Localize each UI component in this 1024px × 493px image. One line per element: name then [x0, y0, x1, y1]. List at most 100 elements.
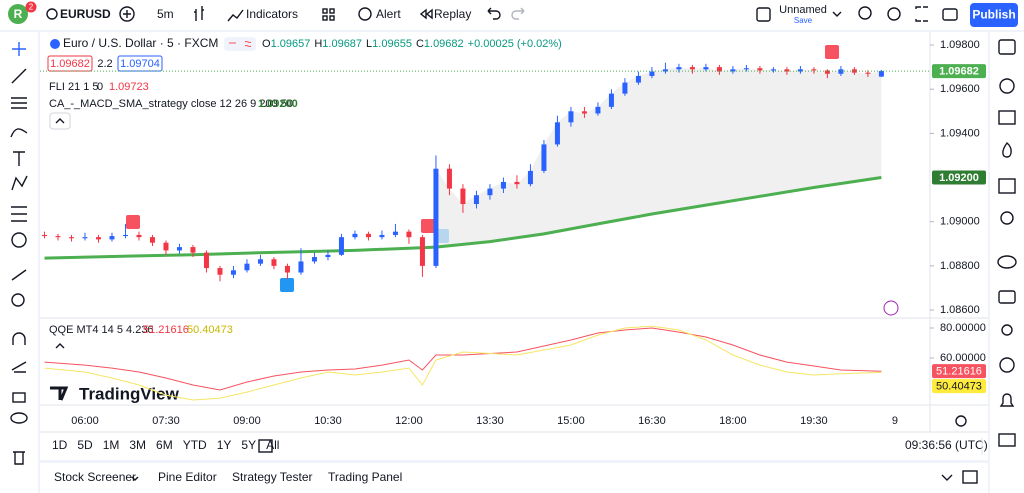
redo-button[interactable]	[511, 7, 525, 20]
quick-search[interactable]	[858, 6, 872, 20]
symbol[interactable]: EURUSD	[60, 7, 111, 21]
x-tick-label: 07:30	[152, 415, 180, 427]
price-badge	[932, 170, 986, 185]
bottom-tab[interactable]: Pine Editor	[158, 470, 217, 484]
notifications-button[interactable]	[999, 393, 1015, 407]
stay-drawing-tool[interactable]	[11, 361, 27, 373]
hotlist-button[interactable]	[1002, 141, 1012, 158]
avatar[interactable]	[8, 4, 28, 24]
candle-body	[797, 69, 803, 72]
range-button[interactable]: YTD	[183, 438, 207, 452]
candle-body	[676, 67, 682, 70]
candle-body	[284, 265, 290, 273]
candle-body	[311, 257, 317, 262]
icons-tool[interactable]	[11, 232, 27, 248]
help-button[interactable]	[999, 357, 1015, 373]
panel-maximize[interactable]	[962, 470, 978, 484]
y-tick-label: 80.00000	[940, 322, 986, 334]
publish-button[interactable]	[970, 3, 1018, 27]
fib-tool[interactable]	[11, 97, 27, 109]
messages-button[interactable]	[998, 290, 1016, 304]
candle-body	[82, 237, 88, 239]
tab-menu[interactable]	[131, 476, 139, 481]
crosshair-tool[interactable]	[12, 42, 26, 56]
range-button[interactable]: 1Y	[217, 438, 232, 452]
candle-body	[419, 237, 425, 266]
y-tick-label: 1.09000	[940, 216, 980, 228]
clock[interactable]: 09:36:56 (UTC)	[905, 438, 988, 452]
delete-tool[interactable]	[13, 451, 25, 465]
trendline-tool[interactable]	[11, 68, 27, 84]
legend-collapse[interactable]	[49, 112, 71, 130]
ohlc-label: L	[366, 38, 372, 50]
layout-checkbox[interactable]	[756, 7, 771, 22]
range-button[interactable]: 6M	[156, 438, 173, 452]
templates-icon	[329, 15, 335, 21]
instrument: Euro / U.S. Dollar · 5 · FXCM	[63, 36, 218, 50]
axis-settings[interactable]	[955, 415, 967, 427]
data-window-button[interactable]	[998, 110, 1016, 125]
range-button[interactable]: All	[266, 438, 279, 452]
candle-body	[68, 237, 74, 239]
range-button[interactable]: 1M	[103, 438, 120, 452]
indicator-value: 1.09200	[258, 98, 298, 110]
panels-button[interactable]	[998, 433, 1016, 447]
calendar-button[interactable]	[998, 178, 1016, 194]
streams-button[interactable]	[1001, 324, 1013, 336]
event-marker[interactable]	[883, 300, 899, 316]
goto-date[interactable]	[258, 439, 273, 453]
bottom-tab[interactable]: Stock Screener	[54, 470, 136, 484]
search-icon[interactable]	[46, 8, 58, 20]
candle-body	[851, 69, 857, 73]
undo-button[interactable]	[487, 7, 501, 20]
bottom-tab[interactable]: Trading Panel	[328, 470, 402, 484]
ideas-button[interactable]	[1000, 211, 1014, 225]
candle-body	[244, 263, 250, 271]
candle-body	[149, 237, 155, 243]
bottom-tab[interactable]: Strategy Tester	[232, 470, 312, 484]
signal-marker	[126, 215, 140, 229]
sell-price: 1.09682	[50, 58, 90, 70]
lock-tool[interactable]	[12, 392, 26, 403]
text-tool[interactable]	[13, 151, 25, 166]
value-badge-label: 51.21616	[936, 366, 982, 378]
range-button[interactable]: 1D	[52, 438, 68, 452]
candle-body	[500, 181, 506, 189]
price-badge-label: 1.09682	[939, 65, 979, 77]
x-tick-label: 16:30	[638, 415, 666, 427]
measure-tool[interactable]	[11, 269, 27, 281]
interval[interactable]: 5m	[157, 7, 174, 21]
layout-name[interactable]: Unnamed	[779, 4, 827, 16]
range-button[interactable]: 5D	[77, 438, 93, 452]
candle-body	[757, 68, 763, 71]
qqe-collapse[interactable]	[55, 343, 65, 349]
settings-button[interactable]	[887, 7, 901, 21]
panel-collapse[interactable]	[941, 474, 953, 481]
fullscreen-button[interactable]	[915, 6, 928, 22]
alert-button[interactable]: Alert	[376, 7, 401, 21]
indicators-button[interactable]: Indicators	[246, 7, 298, 21]
hide-tool[interactable]	[10, 412, 28, 424]
magnet-tool[interactable]	[12, 332, 26, 345]
range-button[interactable]: 5Y	[241, 438, 256, 452]
templates-icon	[322, 15, 328, 21]
range-button[interactable]: 3M	[129, 438, 146, 452]
save-label[interactable]: Save	[794, 16, 813, 25]
chart-type-button[interactable]	[194, 6, 204, 21]
legend-toggle[interactable]	[224, 37, 256, 51]
watchlist-button[interactable]	[998, 39, 1016, 55]
ohlc-label: C	[416, 38, 424, 50]
snapshot-button[interactable]	[942, 8, 958, 21]
notification-count: 2	[29, 3, 34, 12]
brush-tool[interactable]	[10, 128, 28, 138]
layout-menu[interactable]	[832, 11, 842, 17]
zoom-tool[interactable]	[11, 293, 25, 307]
chats-button[interactable]	[997, 255, 1017, 269]
alerts-button[interactable]	[999, 78, 1015, 94]
prediction-tool[interactable]	[11, 206, 27, 222]
templates-button[interactable]	[322, 8, 328, 14]
value-badge	[932, 364, 986, 379]
compare-button[interactable]	[119, 6, 135, 22]
pattern-tool[interactable]	[11, 175, 28, 191]
replay-button[interactable]: Replay	[434, 7, 471, 21]
